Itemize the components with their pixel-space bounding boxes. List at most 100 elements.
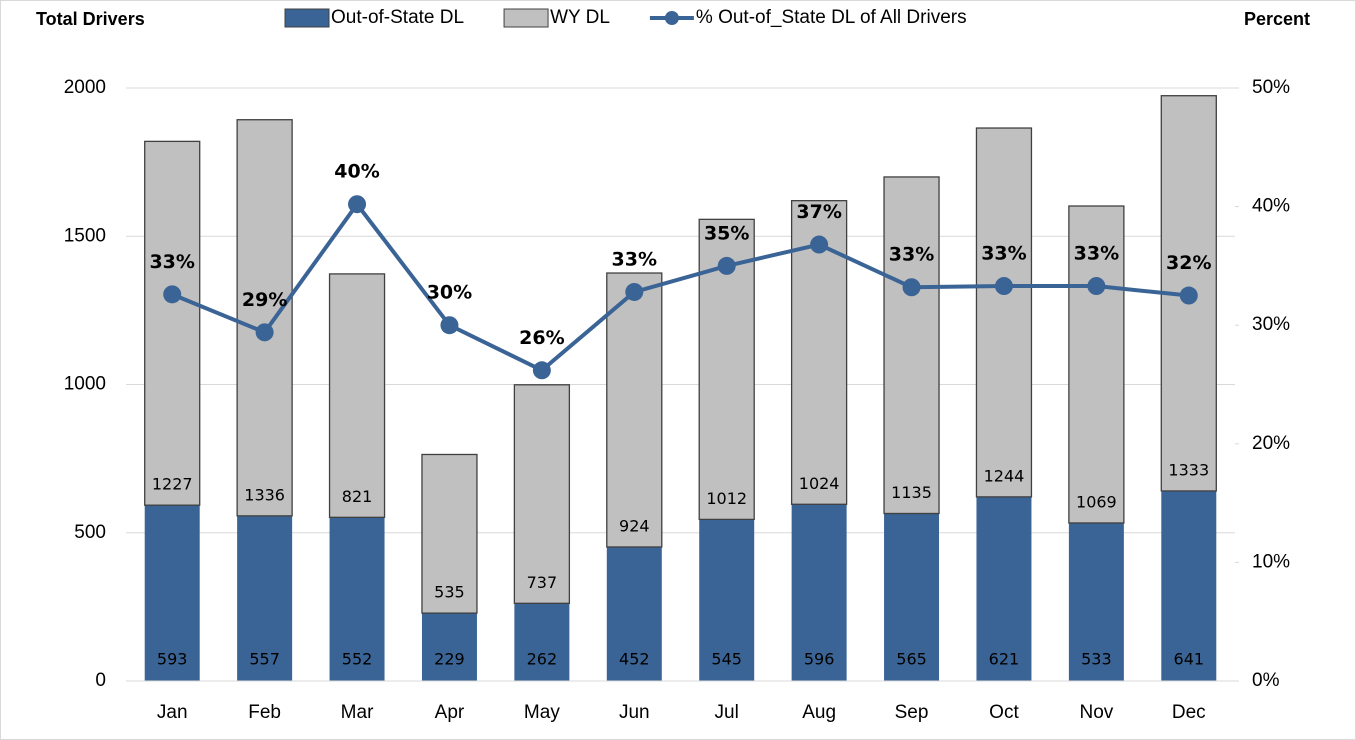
line-label: 26% [519,327,564,349]
bar [1068,522,1124,681]
legend-label: WY DL [550,7,610,28]
bar [237,515,293,681]
y-tick-label: 1500 [64,225,106,246]
bar-label: 229 [434,650,465,669]
y2-tick-label: 50% [1252,77,1290,98]
bar-label: 821 [342,487,373,506]
bar-label: 1336 [244,485,285,504]
line-label: 29% [242,289,287,311]
line [171,200,1189,373]
bar [421,613,477,681]
x-tick-label: May [524,702,560,723]
y2-tick-label: 30% [1252,314,1290,335]
bar-label: 552 [342,650,373,669]
bar [606,546,662,681]
line-label: 35% [704,222,749,244]
x-tick-label: Oct [989,702,1019,723]
bar-label: 641 [1174,650,1205,669]
line-marker [163,285,182,304]
y2-axis-title: Percent [1244,9,1310,29]
bar-label: 1135 [891,483,932,502]
line-marker [255,323,274,342]
y2-tick-label: 10% [1252,551,1290,572]
bar-label: 1069 [1076,492,1117,511]
bar-label: 545 [711,650,742,669]
y-tick-label: 2000 [64,77,106,98]
bar-label: 533 [1081,650,1112,669]
bar-label: 1012 [706,489,747,508]
bar-label: 452 [619,650,650,669]
bar [1161,490,1217,681]
bar [144,140,201,506]
line-label: 33% [889,244,934,266]
y2-tick-label: 20% [1252,433,1290,454]
y-tick-label: 0 [95,670,106,691]
line-marker [994,277,1013,296]
bar-label: 565 [896,650,927,669]
legend-swatch [284,8,330,28]
y-axis-title: Total Drivers [36,9,145,29]
line-label: 33% [612,248,657,270]
x-tick-label: Feb [248,702,281,723]
bar-label: 737 [527,573,558,592]
line-marker [1179,286,1198,305]
x-tick-label: Nov [1079,702,1113,723]
bar [606,272,663,548]
y-tick-label: 1000 [64,374,106,395]
x-tick-label: Jun [619,702,650,723]
bar-label: 1024 [799,474,840,493]
line-marker [717,256,736,275]
line-marker [348,195,367,214]
line-label: 33% [149,251,194,273]
bar [236,119,293,517]
bar [329,517,385,681]
bar [514,603,570,681]
line-label: 33% [981,243,1026,265]
line-label: 33% [1074,243,1119,265]
x-tick-label: Dec [1172,702,1206,723]
line-label: 40% [334,161,379,183]
bar [328,273,386,518]
line-label: 32% [1166,252,1211,274]
legend-label: % Out-of_State DL of All Drivers [696,7,967,28]
bar [421,453,478,614]
bar-label: 1244 [984,466,1025,485]
line-label: 30% [427,282,472,304]
y2-tick-label: 40% [1252,196,1290,217]
line-marker [440,316,459,335]
bar-label: 262 [527,650,558,669]
x-tick-label: Aug [802,702,836,723]
y2-tick-label: 0% [1252,670,1280,691]
x-tick-label: Mar [341,702,374,723]
bar-label: 1333 [1168,460,1209,479]
x-tick-label: Apr [435,702,465,723]
bar-label: 1227 [152,475,193,494]
line-marker [532,361,551,380]
bar-label: 621 [989,650,1020,669]
bar [976,496,1032,681]
x-tick-label: Jul [715,702,739,723]
bar-label: 557 [249,650,280,669]
line-label: 37% [796,201,841,223]
line-marker [902,278,921,297]
line-marker [1087,277,1106,296]
bar [791,504,847,681]
bar [699,519,755,681]
bar [975,127,1033,498]
x-tick-label: Sep [895,702,929,723]
bar-label: 593 [157,650,188,669]
bar [883,176,940,515]
bar-label: 596 [804,650,835,669]
bar [1068,205,1125,524]
bar-label: 924 [619,516,650,535]
line-marker [810,235,829,254]
x-tick-label: Jan [157,702,188,723]
bar [513,384,571,604]
legend-marker [664,11,679,25]
bar-label: 535 [434,583,465,602]
bar [144,505,200,681]
bar [884,513,940,681]
legend-label: Out-of-State DL [331,7,464,28]
